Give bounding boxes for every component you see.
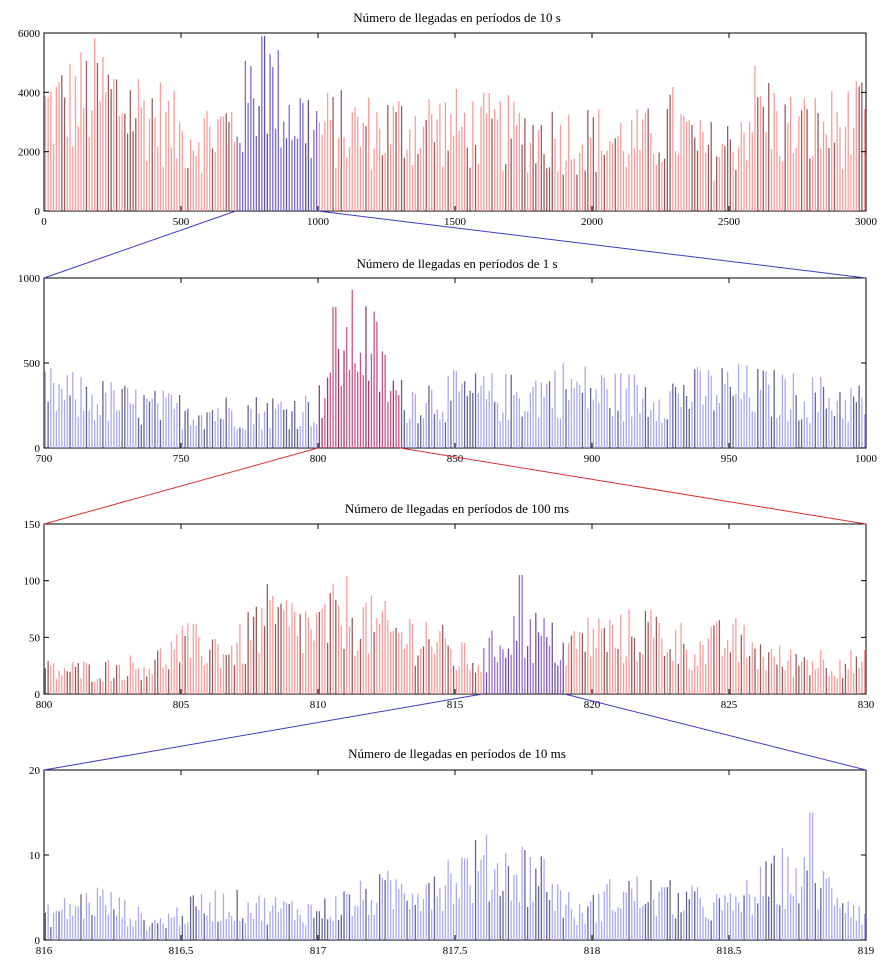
x-tick-label: 825 <box>721 699 738 711</box>
x-tick-label: 850 <box>447 453 464 465</box>
bar-series <box>44 575 866 694</box>
plot-frame <box>43 769 867 941</box>
x-tick-label: 817 <box>310 945 327 957</box>
zoom-connector-line <box>43 693 483 771</box>
x-tick-label: 1500 <box>444 216 467 228</box>
x-tick-label: 800 <box>36 699 53 711</box>
x-tick-label: 818 <box>584 945 601 957</box>
x-tick-label: 819 <box>858 945 875 957</box>
x-tick-label: 817.5 <box>443 945 468 957</box>
y-tick-label: 0 <box>35 935 41 947</box>
axis-ticks: 700 750 800 850 900 950 1000 0 500 1000 <box>18 273 878 465</box>
panel-10ms: Número de llegadas en períodos de 10 ms … <box>29 746 875 957</box>
y-tick-label: 10 <box>29 850 41 862</box>
x-tick-label: 700 <box>36 453 53 465</box>
zoom-connector-line <box>400 447 867 525</box>
zoom-connector-line <box>564 693 867 771</box>
y-tick-label: 0 <box>35 443 41 455</box>
x-tick-label: 2000 <box>581 216 604 228</box>
y-tick-label: 20 <box>29 765 41 777</box>
y-tick-label: 2000 <box>18 147 41 159</box>
plot-frame <box>43 523 867 695</box>
zoom-connector-line <box>317 210 867 279</box>
x-tick-label: 500 <box>173 216 190 228</box>
y-tick-label: 0 <box>35 689 41 701</box>
x-tick-label: 800 <box>310 453 327 465</box>
y-tick-label: 0 <box>35 206 41 218</box>
x-tick-label: 900 <box>584 453 601 465</box>
panel-title: Número de llegadas en períodos de 100 ms <box>345 501 569 516</box>
y-tick-label: 150 <box>24 519 41 531</box>
panel-title: Número de llegadas en períodos de 1 s <box>356 256 557 271</box>
x-tick-label: 1000 <box>855 453 878 465</box>
x-tick-label: 2500 <box>718 216 741 228</box>
panel-100ms: Número de llegadas en períodos de 100 ms… <box>24 501 875 711</box>
zoom-connector-line <box>43 210 236 279</box>
plot-frame <box>43 277 867 449</box>
x-tick-label: 816.5 <box>169 945 194 957</box>
y-tick-label: 6000 <box>18 28 41 40</box>
panel-10s: Número de llegadas en períodos de 10 s 0… <box>18 10 878 228</box>
panel-1s: Número de llegadas en períodos de 1 s 70… <box>18 256 878 465</box>
x-tick-label: 1000 <box>307 216 330 228</box>
x-tick-label: 818.5 <box>717 945 742 957</box>
x-tick-label: 950 <box>721 453 738 465</box>
y-tick-label: 4000 <box>18 87 41 99</box>
x-tick-label: 815 <box>447 699 464 711</box>
panel-title: Número de llegadas en períodos de 10 ms <box>348 746 566 761</box>
bar-series <box>44 35 866 211</box>
x-tick-label: 805 <box>173 699 190 711</box>
x-tick-label: 750 <box>173 453 190 465</box>
y-tick-label: 1000 <box>18 273 41 285</box>
zoom-connector-line <box>43 447 319 525</box>
axis-ticks: 0 500 1000 1500 2000 2500 3000 0 2000 4000 6000 <box>18 28 878 228</box>
x-tick-label: 830 <box>858 699 875 711</box>
x-tick-label: 810 <box>310 699 327 711</box>
bar-series <box>44 812 866 940</box>
y-tick-label: 100 <box>24 576 41 588</box>
panel-title: Número de llegadas en períodos de 10 s <box>353 10 561 25</box>
axis-ticks: 816 816.5 817 817.5 818 818.5 819 0 10 20 <box>29 765 875 957</box>
bar-series <box>44 289 866 448</box>
plot-frame <box>43 32 867 212</box>
y-tick-label: 50 <box>29 632 41 644</box>
x-tick-label: 816 <box>36 945 53 957</box>
y-tick-label: 500 <box>24 358 41 370</box>
x-tick-label: 3000 <box>855 216 878 228</box>
x-tick-label: 0 <box>41 216 47 228</box>
zoom-connectors <box>43 210 867 771</box>
